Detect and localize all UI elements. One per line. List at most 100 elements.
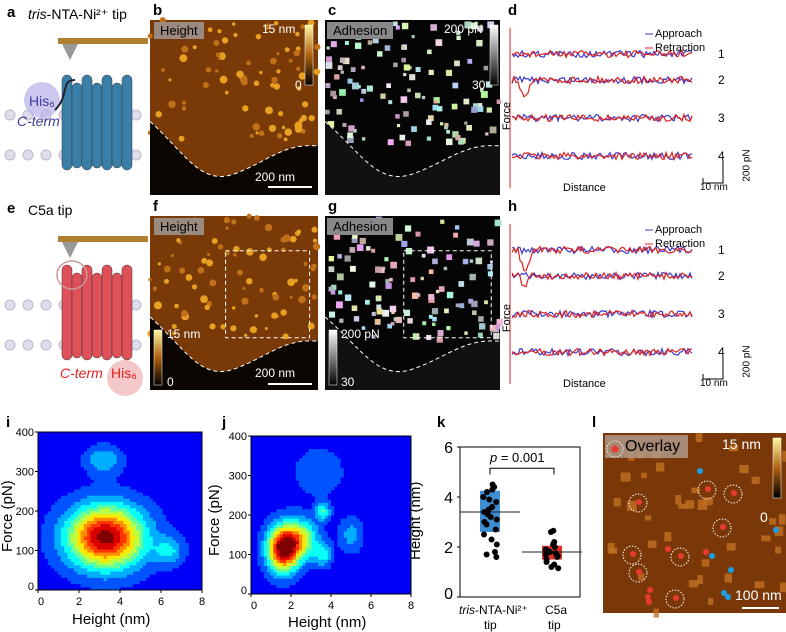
heat-cell — [133, 473, 137, 477]
heat-cell — [57, 520, 62, 525]
heat-cell — [353, 511, 358, 516]
heat-cell — [87, 435, 91, 439]
heat-cell — [169, 504, 173, 509]
heat-cell — [165, 580, 170, 585]
heat-cell — [286, 515, 290, 519]
heat-cell — [318, 445, 322, 450]
heat-cell — [292, 559, 297, 563]
heat-cell — [375, 451, 380, 456]
heat-cell — [353, 568, 358, 573]
heat-cell — [123, 520, 128, 525]
heat-cell — [44, 586, 49, 591]
heat-cell — [353, 543, 358, 548]
heat-cell — [162, 498, 167, 503]
heat-cell — [136, 507, 141, 512]
heat-cell — [185, 511, 190, 515]
heat-cell — [120, 517, 124, 521]
heat-cell — [279, 454, 284, 459]
heat-cell — [359, 439, 364, 443]
heat-cell — [136, 511, 141, 515]
heat-cell — [169, 492, 173, 496]
heat-cell — [162, 548, 167, 553]
heat-cell — [289, 527, 294, 532]
heat-cell — [195, 561, 200, 566]
heat-cell — [388, 496, 393, 500]
heat-cell — [273, 581, 278, 586]
heat-cell — [276, 445, 281, 450]
heat-cell — [133, 485, 137, 490]
heat-cell — [90, 583, 95, 588]
heat-cell — [80, 476, 85, 480]
heat-cell — [77, 488, 82, 493]
heat-cell — [347, 565, 351, 570]
heat-cell — [315, 470, 319, 475]
heat-cell — [110, 473, 114, 477]
heat-cell — [254, 578, 258, 582]
heat-cell — [286, 584, 290, 589]
heat-cell — [136, 473, 141, 477]
heat-cell — [395, 511, 399, 516]
heat-cell — [179, 517, 183, 521]
heat-cell — [142, 542, 147, 547]
heat-cell — [337, 543, 342, 548]
heat-cell — [188, 473, 193, 477]
heat-cell — [289, 543, 294, 548]
heat-cell — [172, 488, 177, 493]
heat-cell — [401, 454, 406, 459]
heat-cell — [152, 567, 157, 572]
heat-cell — [70, 495, 75, 499]
heat-cell — [136, 514, 141, 518]
heat-cell — [347, 473, 351, 478]
heat-cell — [350, 549, 354, 554]
heat-cell — [379, 518, 383, 522]
heat-cell — [83, 498, 88, 503]
heat-cell — [93, 492, 98, 496]
heat-cell — [159, 542, 164, 547]
heat-cell — [90, 542, 95, 547]
heat-cell — [382, 448, 386, 453]
heat-cell — [67, 564, 72, 569]
heat-cell — [305, 537, 310, 541]
heat-cell — [195, 441, 200, 446]
heat-cell — [254, 508, 258, 513]
heat-cell — [97, 473, 101, 477]
heat-cell — [149, 507, 154, 512]
heat-cell — [388, 480, 393, 484]
heat-cell — [64, 561, 69, 566]
heat-cell — [139, 520, 144, 525]
heat-cell — [308, 486, 313, 491]
heat-cell — [185, 561, 190, 566]
heat-cell — [38, 536, 42, 540]
heat-cell — [302, 442, 306, 446]
heat-cell — [363, 451, 367, 456]
heat-cell — [321, 436, 326, 440]
heat-cell — [340, 511, 345, 516]
heat-cell — [289, 571, 294, 576]
heat-cell — [359, 562, 364, 567]
heat-cell — [382, 477, 386, 481]
heat-cell — [51, 473, 55, 477]
heat-cell — [113, 571, 118, 575]
heat-cell — [334, 575, 338, 579]
heat-cell — [179, 463, 183, 468]
heat-cell — [382, 436, 386, 440]
heat-cell — [257, 470, 262, 475]
heat-cell — [116, 447, 121, 452]
heat-cell — [369, 565, 374, 570]
heat-cell — [172, 469, 177, 474]
heat-cell — [192, 498, 196, 503]
heat-cell — [388, 546, 393, 551]
heat-cell — [270, 578, 274, 582]
heat-cell — [263, 543, 268, 548]
heat-cell — [372, 546, 377, 551]
heat-cell — [123, 488, 128, 493]
heat-cell — [103, 517, 108, 521]
heat-cell — [41, 586, 46, 591]
heat-cell — [299, 467, 303, 472]
heat-cell — [286, 521, 290, 525]
heat-cell — [395, 473, 399, 478]
heat-cell — [123, 529, 128, 534]
heat-cell — [192, 533, 196, 537]
heat-cell — [64, 523, 69, 528]
heat-cell — [110, 438, 114, 442]
